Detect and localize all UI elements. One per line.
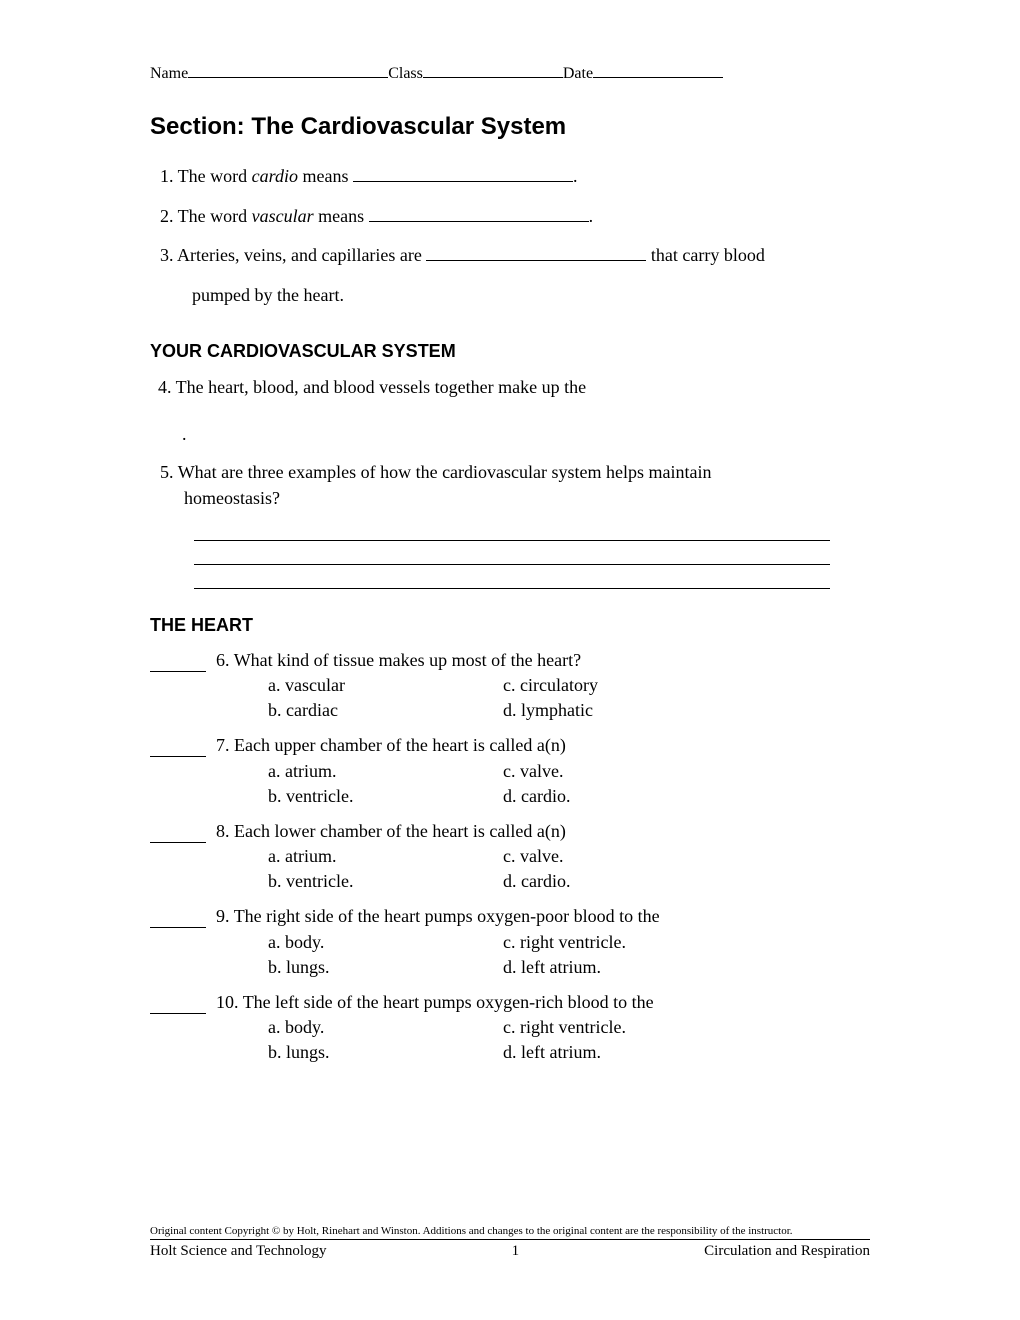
- footer-left: Holt Science and Technology: [150, 1243, 327, 1260]
- q5-blank-3[interactable]: [194, 565, 830, 589]
- page-title: Section: The Cardiovascular System: [150, 113, 870, 141]
- question-3: 3. Arteries, veins, and capillaries are …: [150, 236, 870, 315]
- q1-blank[interactable]: [353, 181, 573, 182]
- mc-question-8: 8. Each lower chamber of the heart is ca…: [150, 819, 870, 895]
- mc9-q: The right side of the heart pumps oxygen…: [234, 906, 660, 926]
- q5-num: 5.: [160, 462, 178, 482]
- section-heading-heart: THE HEART: [150, 615, 870, 636]
- question-4: 4. The heart, blood, and blood vessels t…: [150, 374, 870, 401]
- q5-line2: homeostasis?: [160, 486, 870, 511]
- footer-right: Circulation and Respiration: [704, 1243, 870, 1260]
- mc8-d: d. cardio.: [503, 869, 738, 894]
- mc8-c: c. valve.: [503, 844, 738, 869]
- footer-page-number: 1: [512, 1243, 520, 1260]
- mc9-answer-blank[interactable]: [150, 908, 206, 928]
- q2-blank[interactable]: [369, 221, 589, 222]
- mc10-b: b. lungs.: [268, 1040, 503, 1065]
- q2-end: .: [589, 206, 594, 226]
- mc6-d: d. lymphatic: [503, 698, 738, 723]
- q1-end: .: [573, 166, 578, 186]
- mc9-b: b. lungs.: [268, 955, 503, 980]
- mc8-num: 8.: [216, 821, 234, 841]
- q1-pre: 1. The word: [160, 166, 252, 186]
- mc7-q: Each upper chamber of the heart is calle…: [234, 735, 566, 755]
- class-label: Class: [388, 65, 423, 82]
- mc7-d: d. cardio.: [503, 784, 738, 809]
- mc10-q: The left side of the heart pumps oxygen-…: [243, 992, 654, 1012]
- page-footer: Original content Copyright © by Holt, Ri…: [150, 1225, 870, 1260]
- mc-question-9: 9. The right side of the heart pumps oxy…: [150, 904, 870, 980]
- mc10-num: 10.: [216, 992, 243, 1012]
- q4-end: .: [182, 424, 187, 444]
- multiple-choice-block: 6. What kind of tissue makes up most of …: [150, 648, 870, 1066]
- mc10-answer-blank[interactable]: [150, 994, 206, 1014]
- q3-blank[interactable]: [426, 260, 646, 261]
- q3-line2: pumped by the heart.: [160, 276, 870, 316]
- mc7-answer-blank[interactable]: [150, 737, 206, 757]
- mc9-num: 9.: [216, 906, 234, 926]
- mc9-a: a. body.: [268, 930, 503, 955]
- mc7-a: a. atrium.: [268, 759, 503, 784]
- mc7-b: b. ventricle.: [268, 784, 503, 809]
- question-4-blank-row: .: [150, 421, 870, 448]
- mc8-b: b. ventricle.: [268, 869, 503, 894]
- mc6-c: c. circulatory: [503, 673, 738, 698]
- mc-question-7: 7. Each upper chamber of the heart is ca…: [150, 733, 870, 809]
- q2-pre: 2. The word: [160, 206, 252, 226]
- mc10-a: a. body.: [268, 1015, 503, 1040]
- name-label: Name: [150, 65, 188, 82]
- question-1: 1. The word cardio means .: [150, 157, 870, 197]
- mc6-a: a. vascular: [268, 673, 503, 698]
- q4-text: 4. The heart, blood, and blood vessels t…: [158, 377, 586, 397]
- header-fields: Name Class Date: [150, 65, 870, 83]
- q5-blank-2[interactable]: [194, 541, 830, 565]
- name-blank[interactable]: [188, 77, 388, 78]
- mc9-d: d. left atrium.: [503, 955, 738, 980]
- mc6-q: What kind of tissue makes up most of the…: [234, 650, 581, 670]
- mc8-answer-blank[interactable]: [150, 823, 206, 843]
- mc7-c: c. valve.: [503, 759, 738, 784]
- q2-italic: vascular: [252, 206, 314, 226]
- section-heading-your-cardio: YOUR CARDIOVASCULAR SYSTEM: [150, 341, 870, 362]
- question-2: 2. The word vascular means .: [150, 197, 870, 237]
- mc6-num: 6.: [216, 650, 234, 670]
- class-blank[interactable]: [423, 77, 563, 78]
- question-5: 5. What are three examples of how the ca…: [150, 460, 870, 588]
- mc8-q: Each lower chamber of the heart is calle…: [234, 821, 566, 841]
- footer-copyright: Original content Copyright © by Holt, Ri…: [150, 1225, 870, 1240]
- q5-line1: What are three examples of how the cardi…: [178, 462, 712, 482]
- q1-italic: cardio: [252, 166, 298, 186]
- q5-blank-1[interactable]: [194, 517, 830, 541]
- mc6-b: b. cardiac: [268, 698, 503, 723]
- mc8-a: a. atrium.: [268, 844, 503, 869]
- mc10-c: c. right ventricle.: [503, 1015, 738, 1040]
- q3-post: that carry blood: [646, 245, 764, 265]
- mc9-c: c. right ventricle.: [503, 930, 738, 955]
- mc7-num: 7.: [216, 735, 234, 755]
- q1-post: means: [298, 166, 353, 186]
- mc10-d: d. left atrium.: [503, 1040, 738, 1065]
- date-blank[interactable]: [593, 77, 723, 78]
- mc-question-6: 6. What kind of tissue makes up most of …: [150, 648, 870, 724]
- mc-question-10: 10. The left side of the heart pumps oxy…: [150, 990, 870, 1066]
- mc6-answer-blank[interactable]: [150, 652, 206, 672]
- q3-pre: 3. Arteries, veins, and capillaries are: [160, 245, 426, 265]
- date-label: Date: [563, 65, 593, 82]
- q2-post: means: [314, 206, 369, 226]
